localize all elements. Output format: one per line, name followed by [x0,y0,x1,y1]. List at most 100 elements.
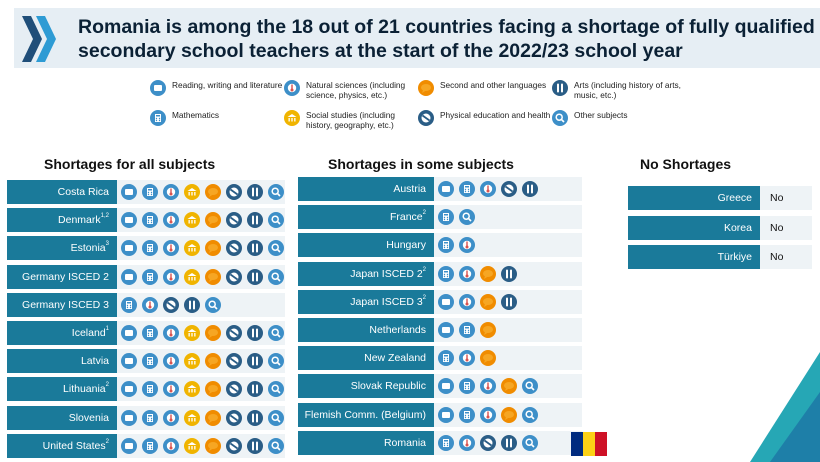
thermometer-icon [163,268,179,285]
building-icon [284,110,300,126]
country-name: Austria [393,183,426,195]
legend-label: Natural sciences (including science, phy… [306,80,406,100]
speech-icon [480,265,496,282]
book-icon [121,184,137,200]
country-label: Iceland 1 [7,321,117,345]
country-label: Austria [298,177,434,201]
magnifier-icon [268,353,284,370]
calculator-icon [438,237,454,254]
subject-icons [434,402,582,427]
book-icon [121,268,137,285]
paintbrush-icon [552,80,568,96]
country-row: Korea No [628,215,812,240]
building-icon [184,268,200,285]
thermometer-icon [142,296,158,313]
book-icon [121,240,137,257]
shortage-value: No [760,215,812,240]
calculator-icon [142,409,158,426]
country-label: Latvia [7,349,117,374]
thermometer-icon [459,293,475,310]
thermometer-icon [284,80,300,96]
country-label: Estonia 3 [7,236,117,261]
building-icon [184,409,200,426]
country-name: Japan ISCED 2 [350,267,423,280]
thermometer-icon [480,181,496,197]
country-row: Costa Rica [7,180,285,204]
subject-icons [434,289,582,314]
book-icon [121,212,137,229]
speech-icon [205,184,221,200]
legend-label: Other subjects [574,110,628,120]
ball-icon [226,409,242,426]
magnifier-icon [552,110,568,126]
subject-icons [117,264,285,289]
paintbrush-icon [247,268,263,285]
country-row: Türkiye No [628,245,812,269]
thermometer-icon [163,409,179,426]
speech-icon [480,350,496,367]
calculator-icon [459,378,475,395]
subject-icons [117,349,285,374]
country-label: Denmark 1,2 [7,208,117,233]
ball-icon [226,184,242,200]
thermometer-icon [163,381,179,398]
calculator-icon [121,296,137,313]
subject-icons [117,321,285,345]
speech-icon [205,381,221,398]
subject-icons [117,377,285,402]
paintbrush-icon [247,409,263,426]
thermometer-icon [163,353,179,370]
speech-icon [418,80,434,96]
ball-icon [226,268,242,285]
ball-icon [226,325,242,341]
book-icon [121,381,137,398]
book-icon [121,325,137,341]
calculator-icon [142,353,158,370]
thermometer-icon [459,434,475,451]
country-row: Slovenia [7,405,285,430]
subject-icons [434,374,582,399]
country-row: Germany ISCED 2 [7,264,285,289]
calculator-icon [142,240,158,257]
country-row: New Zealand [298,346,582,371]
ball-icon [226,353,242,370]
legend-item-pe: Physical education and health [418,110,553,126]
building-icon [184,212,200,229]
ball-icon [418,110,434,126]
book-icon [121,353,137,370]
magnifier-icon [268,325,284,341]
thermometer-icon [480,378,496,395]
footnote-marker: 2 [422,294,426,301]
speech-icon [205,268,221,285]
country-label: Korea [628,215,760,240]
calculator-icon [142,325,158,341]
country-name: Germany ISCED 2 [22,270,109,283]
footnote-marker: 2 [422,266,426,273]
subject-legend: Reading, writing and literature Natural s… [150,80,710,140]
country-row: France 2 [298,205,582,230]
legend-item-arts: Arts (including history of arts, music, … [552,80,687,100]
speech-icon [205,240,221,257]
footnote-marker: 1 [105,326,109,332]
country-name: Greece [717,192,752,204]
country-name: New Zealand [364,352,426,365]
subject-icons [117,180,285,204]
legend-label: Reading, writing and literature [172,80,283,90]
decorative-corner-shape [750,352,820,462]
section-title-all: Shortages for all subjects [44,156,216,172]
ball-icon [501,181,517,197]
country-row: Slovak Republic [298,374,582,399]
country-name: Latvia [80,355,109,368]
calculator-icon [142,184,158,200]
calculator-icon [438,434,454,451]
country-row: Greece No [628,186,812,210]
paintbrush-icon [247,212,263,229]
country-row: Austria [298,177,582,201]
magnifier-icon [205,296,221,313]
ball-icon [226,212,242,229]
ball-icon [480,434,496,451]
building-icon [184,381,200,398]
country-name: Romania [383,436,426,449]
